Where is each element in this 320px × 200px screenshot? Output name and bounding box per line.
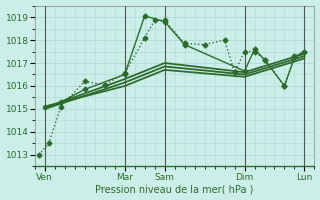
X-axis label: Pression niveau de la mer( hPa ): Pression niveau de la mer( hPa ) bbox=[95, 184, 254, 194]
